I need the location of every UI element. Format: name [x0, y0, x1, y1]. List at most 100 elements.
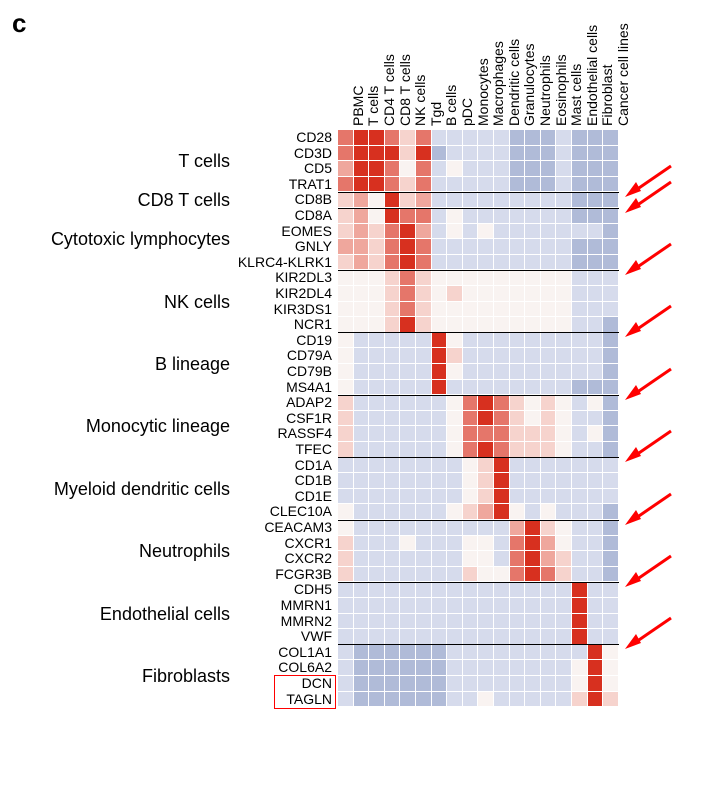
gene-label: ADAP2 [0, 394, 332, 410]
heatmap-cell [494, 536, 509, 551]
heatmap-cell [510, 270, 525, 285]
heatmap-cell [510, 692, 525, 707]
heatmap-cell [525, 255, 540, 270]
heatmap-cell [510, 333, 525, 348]
group-label: Endothelial cells [0, 604, 230, 625]
heatmap-cell [525, 286, 540, 301]
heatmap-cell [400, 645, 415, 660]
heatmap-cell [432, 286, 447, 301]
heatmap-cell [572, 286, 587, 301]
heatmap-cell [385, 458, 400, 473]
heatmap-cell [541, 192, 556, 207]
heatmap-cell [572, 458, 587, 473]
column-label: Eosinophils [553, 54, 569, 126]
heatmap-cell [432, 161, 447, 176]
heatmap-cell [541, 426, 556, 441]
heatmap-cell [478, 348, 493, 363]
heatmap-cell [369, 458, 384, 473]
heatmap-cell [416, 364, 431, 379]
heatmap-cell [463, 692, 478, 707]
heatmap-cell [338, 348, 353, 363]
heatmap-cell [400, 380, 415, 395]
group-label: NK cells [0, 292, 230, 313]
heatmap-cell [494, 348, 509, 363]
heatmap-cell [478, 239, 493, 254]
heatmap-cell [525, 536, 540, 551]
heatmap-cell [588, 614, 603, 629]
heatmap-cell [354, 192, 369, 207]
heatmap-cell [463, 614, 478, 629]
heatmap-cell [572, 473, 587, 488]
heatmap-cell [463, 660, 478, 675]
gene-label: NCR1 [0, 316, 332, 332]
heatmap-cell [525, 489, 540, 504]
heatmap-cell [416, 489, 431, 504]
heatmap-cell [494, 551, 509, 566]
heatmap-cell [463, 458, 478, 473]
heatmap-cell [541, 551, 556, 566]
heatmap-cell [338, 489, 353, 504]
heatmap-cell [432, 348, 447, 363]
heatmap-cell [510, 130, 525, 145]
heatmap-cell [494, 177, 509, 192]
heatmap-cell [494, 614, 509, 629]
heatmap-cell [494, 458, 509, 473]
heatmap-cell [463, 645, 478, 660]
heatmap-cell [603, 660, 618, 675]
heatmap-cell [572, 660, 587, 675]
heatmap-cell [525, 567, 540, 582]
heatmap-cell [541, 458, 556, 473]
heatmap-cell [510, 458, 525, 473]
heatmap-cell [603, 676, 618, 691]
heatmap-cell [588, 567, 603, 582]
separator-line [338, 395, 619, 396]
heatmap-cell [369, 567, 384, 582]
heatmap-cell [432, 208, 447, 223]
heatmap-cell [447, 380, 462, 395]
heatmap-cell [354, 458, 369, 473]
heatmap-cell [603, 582, 618, 597]
heatmap-cell [478, 161, 493, 176]
heatmap-cell [385, 333, 400, 348]
heatmap-cell [572, 692, 587, 707]
heatmap-cell [572, 567, 587, 582]
heatmap-cell [588, 192, 603, 207]
heatmap-cell [338, 270, 353, 285]
heatmap-cell [338, 458, 353, 473]
heatmap-cell [416, 286, 431, 301]
heatmap-cell [369, 676, 384, 691]
heatmap-cell [588, 411, 603, 426]
heatmap-cell [541, 614, 556, 629]
heatmap-cell [556, 676, 571, 691]
heatmap-cell [525, 551, 540, 566]
heatmap-cell [369, 504, 384, 519]
heatmap-cell [510, 473, 525, 488]
heatmap-cell [338, 582, 353, 597]
heatmap-cell [463, 520, 478, 535]
heatmap-cell [463, 489, 478, 504]
heatmap-cell [603, 692, 618, 707]
heatmap-cell [525, 177, 540, 192]
heatmap-cell [525, 192, 540, 207]
heatmap-cell [447, 504, 462, 519]
group-label: Cytotoxic lymphocytes [0, 229, 230, 250]
heatmap-cell [478, 177, 493, 192]
heatmap-cell [541, 270, 556, 285]
heatmap-cell [603, 629, 618, 644]
heatmap-cell [494, 426, 509, 441]
heatmap-cell [385, 489, 400, 504]
heatmap-cell [556, 255, 571, 270]
heatmap-cell [588, 224, 603, 239]
heatmap-cell [385, 317, 400, 332]
heatmap-cell [541, 660, 556, 675]
heatmap-cell [369, 130, 384, 145]
heatmap-cell [510, 255, 525, 270]
heatmap-cell [603, 551, 618, 566]
heatmap-cell [447, 598, 462, 613]
heatmap-cell [400, 411, 415, 426]
heatmap-cell [354, 411, 369, 426]
heatmap-cell [432, 551, 447, 566]
heatmap-cell [463, 224, 478, 239]
heatmap-cell [338, 645, 353, 660]
heatmap-cell [354, 473, 369, 488]
